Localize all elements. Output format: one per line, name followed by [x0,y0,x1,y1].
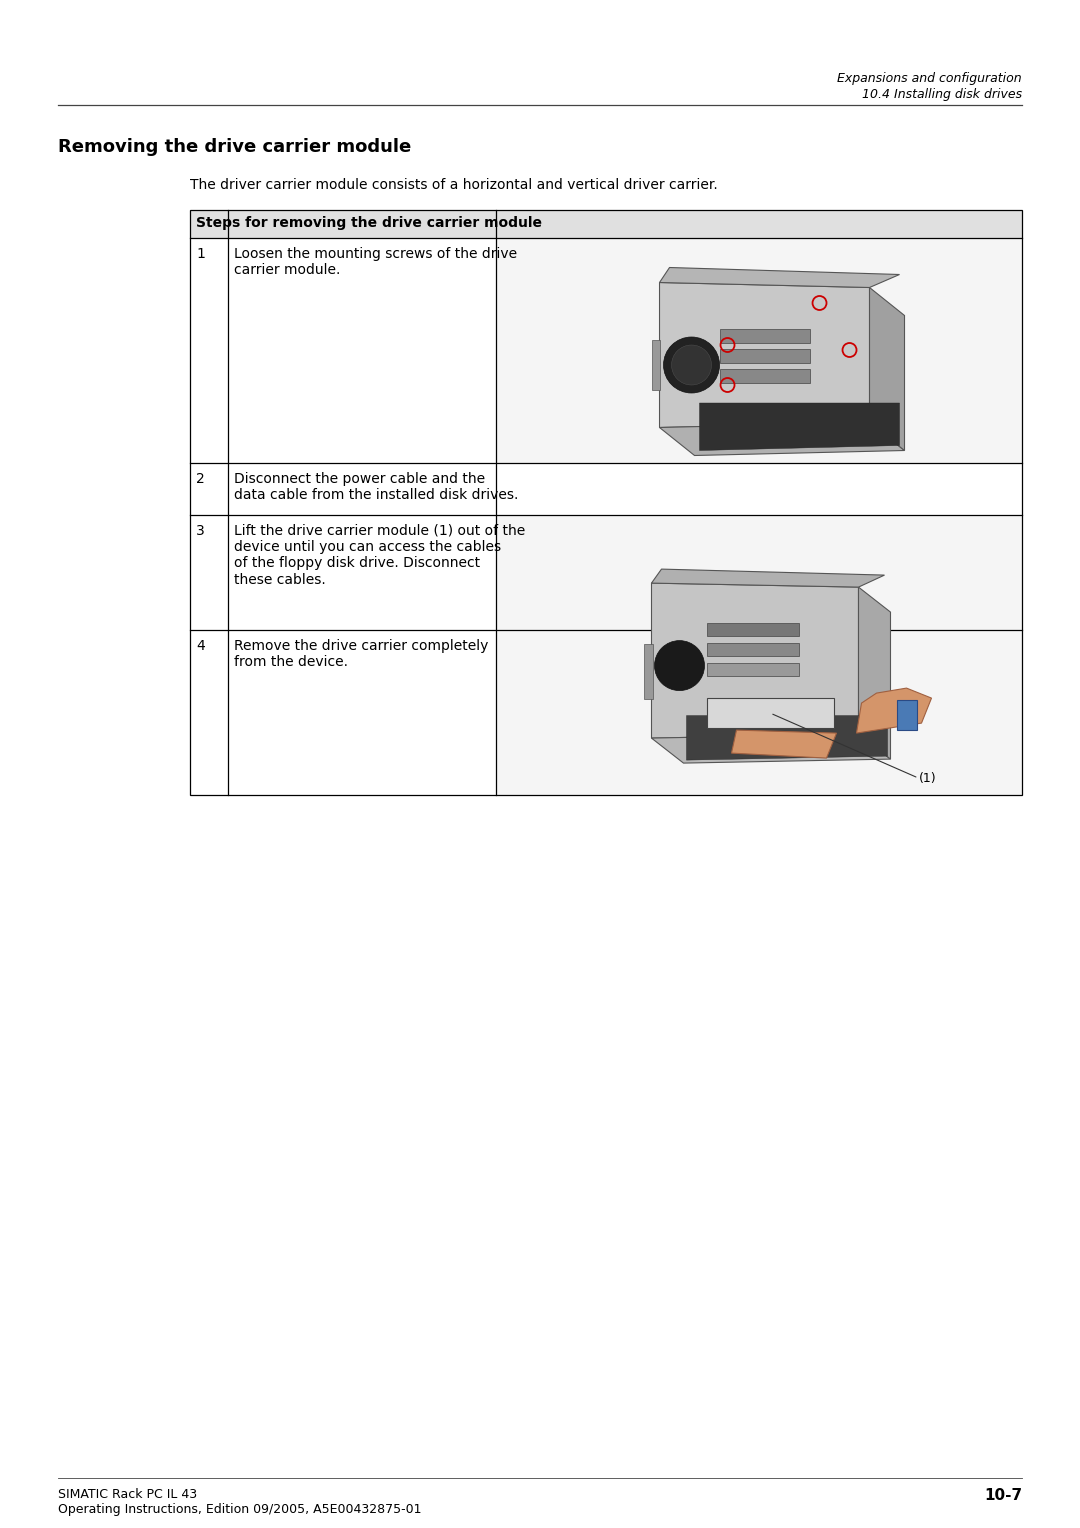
Bar [706,643,799,656]
Polygon shape [687,715,888,759]
Bar [719,368,810,384]
Polygon shape [859,587,891,759]
Bar [190,209,1022,795]
Polygon shape [869,287,905,451]
Bar [190,209,1022,238]
Circle shape [654,640,704,691]
Polygon shape [700,403,900,451]
Bar [651,341,660,390]
Text: Loosen the mounting screws of the drive
carrier module.: Loosen the mounting screws of the drive … [234,248,517,277]
Bar [719,348,810,364]
Text: Disconnect the power cable and the
data cable from the installed disk drives.: Disconnect the power cable and the data … [234,472,518,503]
Polygon shape [651,584,859,738]
Text: 3: 3 [195,524,205,538]
Bar [719,329,810,342]
Bar [896,700,917,730]
Circle shape [663,338,719,393]
Bar [496,515,1022,795]
Bar [644,643,652,698]
Text: 1: 1 [195,248,205,261]
Text: Removing the drive carrier module: Removing the drive carrier module [58,138,411,156]
Bar [706,698,834,729]
Text: Steps for removing the drive carrier module: Steps for removing the drive carrier mod… [195,215,542,231]
Polygon shape [731,730,837,758]
Bar [706,622,799,636]
Text: Lift the drive carrier module (1) out of the
device until you can access the cab: Lift the drive carrier module (1) out of… [234,524,525,587]
Bar [496,238,1022,463]
Polygon shape [660,423,905,455]
Text: Operating Instructions, Edition 09/2005, A5E00432875-01: Operating Instructions, Edition 09/2005,… [58,1504,421,1516]
Text: SIMATIC Rack PC IL 43: SIMATIC Rack PC IL 43 [58,1488,198,1500]
Bar [706,663,799,675]
Polygon shape [660,283,869,428]
Text: The driver carrier module consists of a horizontal and vertical driver carrier.: The driver carrier module consists of a … [190,177,718,193]
Text: Remove the drive carrier completely
from the device.: Remove the drive carrier completely from… [234,639,488,669]
Text: 10.4 Installing disk drives: 10.4 Installing disk drives [862,89,1022,101]
Text: 2: 2 [195,472,205,486]
Text: 10-7: 10-7 [984,1488,1022,1504]
Polygon shape [651,733,891,762]
Text: Expansions and configuration: Expansions and configuration [837,72,1022,86]
Circle shape [672,345,712,385]
Text: 4: 4 [195,639,205,652]
Polygon shape [856,688,931,733]
Text: (1): (1) [918,772,936,784]
Polygon shape [651,568,885,587]
Polygon shape [660,267,900,287]
